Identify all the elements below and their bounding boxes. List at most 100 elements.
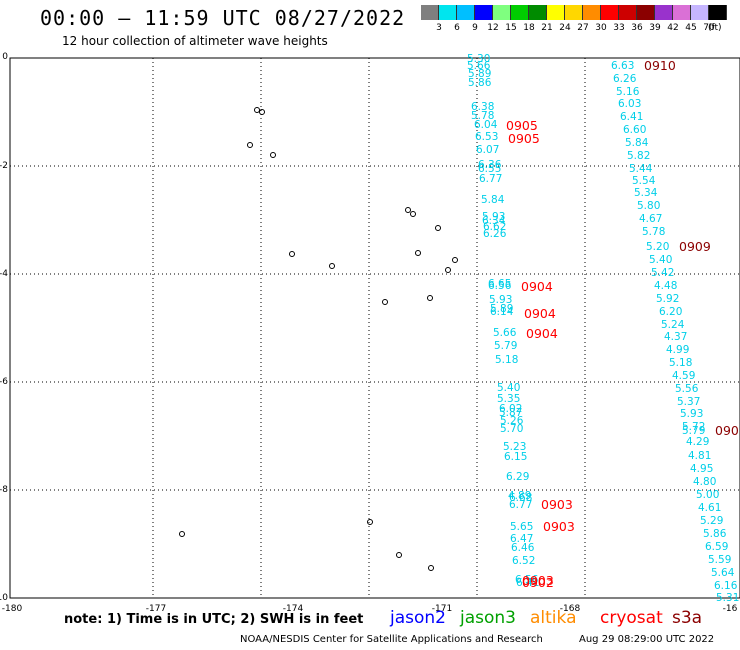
wave-height-value: 5.79: [494, 340, 517, 352]
wave-height-value: 5.93: [482, 211, 505, 223]
wave-height-value: 4.67: [639, 213, 662, 225]
wave-height-value: 5.35: [497, 393, 520, 405]
x-tick-label: -16: [723, 604, 738, 614]
y-tick-label: -10: [0, 593, 8, 603]
y-tick-label: -4: [0, 269, 8, 279]
legend-swatch: [529, 5, 547, 20]
legend-swatch: [565, 5, 583, 20]
legend-swatch: [673, 5, 691, 20]
legend-label: 70: [703, 23, 715, 33]
wave-height-value: 6.03: [618, 98, 641, 110]
map-frame: [9, 57, 740, 599]
wave-height-value: 5.80: [637, 200, 660, 212]
satellite-altika: altika: [530, 608, 577, 628]
wave-height-value: 5.42: [651, 267, 674, 279]
pass-time-label: 0903: [543, 519, 575, 534]
island: [435, 225, 441, 231]
wave-height-value: 5.89: [468, 68, 491, 80]
satellite-cryosat: cryosat: [600, 608, 663, 628]
wave-height-value: 6.15: [504, 451, 527, 463]
wave-height-value: 5.84: [481, 194, 505, 206]
wave-height-value: 6.04: [474, 119, 498, 131]
wave-height-value: 5.86: [703, 528, 727, 540]
island: [247, 142, 253, 148]
legend-swatch: [511, 5, 529, 20]
island: [382, 299, 388, 305]
wave-height-value: 6.46: [511, 542, 535, 554]
island: [259, 109, 265, 115]
wave-height-value: 5.66: [493, 327, 517, 339]
x-tick-label: -174: [283, 604, 304, 614]
island: [270, 152, 276, 158]
island: [428, 565, 434, 571]
wave-height-value: 4.80: [693, 476, 716, 488]
island: [410, 211, 416, 217]
wave-height-value: 4.81: [688, 450, 711, 462]
wave-height-value: 6.26: [483, 228, 507, 240]
wave-height-value: 4.95: [690, 463, 713, 475]
wave-height-value: 5.29: [700, 515, 723, 527]
wave-height-value: 5.23: [503, 441, 526, 453]
wave-height-value: 5.84: [625, 137, 649, 149]
legend-label: 9: [472, 23, 478, 33]
wave-height-value: 5.59: [708, 554, 731, 566]
wave-height-value: 4.59: [672, 370, 695, 382]
y-tick-label: -2: [0, 161, 8, 171]
pass-time-label: 0910: [644, 58, 676, 73]
island: [445, 267, 451, 273]
wave-height-value: 5.78: [642, 226, 665, 238]
island: [367, 519, 373, 525]
wave-height-value: 5.79: [682, 425, 705, 437]
wave-height-value: 5.20: [646, 241, 669, 253]
wave-height-value: 6.56: [488, 280, 512, 292]
island: [396, 552, 402, 558]
wave-height-value: 4.37: [664, 331, 687, 343]
legend-label: 45: [685, 23, 697, 33]
wave-height-value: 6.16: [714, 580, 738, 592]
wave-height-value: 5.18: [669, 357, 692, 369]
wave-height-value: 6.07: [476, 144, 499, 156]
wave-height-value: 6.36: [478, 159, 502, 171]
legend-label: 6: [454, 23, 460, 33]
island: [405, 207, 411, 213]
wave-height-value: 5.70: [500, 423, 523, 435]
wave-height-value: 6.47: [510, 533, 533, 545]
legend-swatch: [601, 5, 619, 20]
wave-height-value: 5.87: [499, 407, 522, 419]
legend-swatch: [655, 5, 673, 20]
pass-time-label: 0905: [506, 118, 538, 133]
wave-height-value: 5.37: [677, 396, 700, 408]
island: [427, 295, 433, 301]
island: [415, 250, 421, 256]
legend-swatch: [421, 5, 439, 20]
wave-height-value: 4.89: [508, 490, 531, 502]
legend-label: 21: [541, 23, 553, 33]
wave-height-value: 5.40: [497, 382, 520, 394]
wave-height-value: 5.86: [468, 77, 492, 89]
island: [179, 531, 185, 537]
legend-swatch: [493, 5, 511, 20]
wave-height-value: 6.52: [512, 555, 535, 567]
x-tick-label: -168: [560, 604, 581, 614]
legend-label: 36: [631, 23, 643, 33]
wave-height-value: 5.26: [500, 415, 524, 427]
wave-height-value: 4.48: [654, 280, 677, 292]
wave-height-value: 4.99: [666, 344, 689, 356]
island: [289, 251, 295, 257]
legend-label: 24: [559, 23, 571, 33]
legend-label: 3: [436, 23, 442, 33]
wave-height-value: 6.77: [479, 173, 502, 185]
wave-height-value: 5.18: [495, 354, 518, 366]
wave-height-value: 5.82: [627, 150, 650, 162]
y-tick-label: -6: [0, 377, 8, 387]
pass-time-label: 0909: [679, 239, 711, 254]
color-legend: 3 6 9 12 15 18 21 24 27 30 33 36 39 42 45 70 (ft): [421, 5, 727, 39]
wave-height-value: 6.41: [620, 111, 643, 123]
legend-swatch: [637, 5, 655, 20]
wave-height-value: 6.77: [509, 499, 532, 511]
credit-line: NOAA/NESDIS Center for Satellite Applica…: [240, 634, 543, 645]
x-tick-label: -180: [2, 604, 23, 614]
pass-time-label: 0904: [524, 306, 556, 321]
wave-height-value: 6.20: [659, 306, 682, 318]
